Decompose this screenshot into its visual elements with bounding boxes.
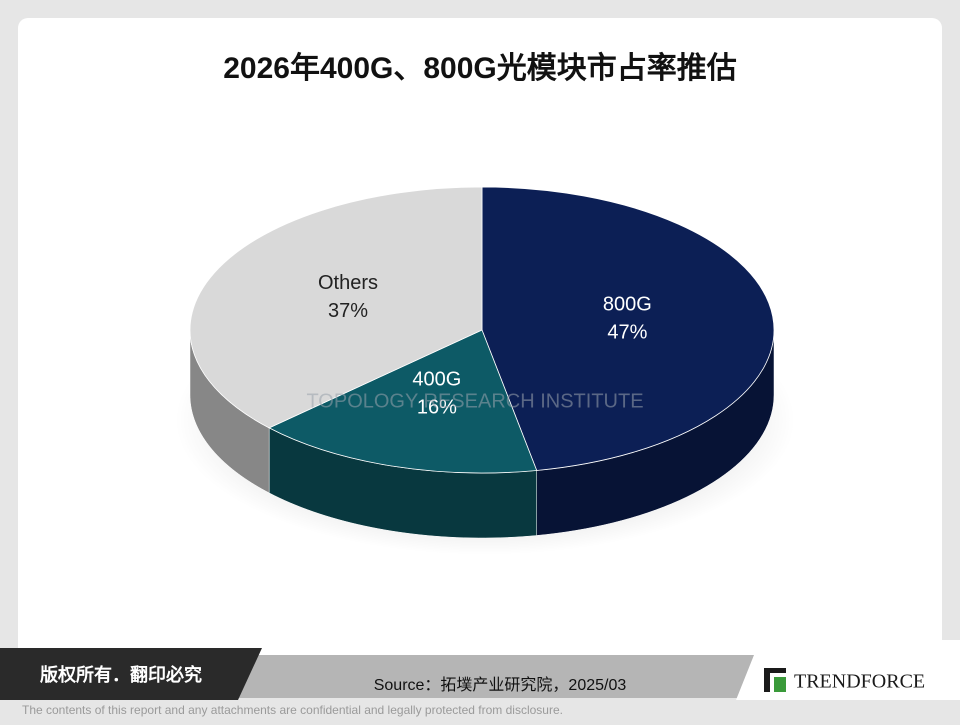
slice-value-label: 16%	[417, 396, 457, 418]
copyright: 版权所有．翻印必究	[40, 664, 202, 685]
logo-bg	[736, 640, 960, 700]
slice-label: Others	[318, 272, 378, 294]
logo-text: TRENDFORCE	[794, 671, 925, 693]
slice	[481, 186, 775, 471]
slice-label: 800G	[603, 294, 652, 316]
source: Source：拓墣产业研究院，2025/03	[374, 676, 627, 694]
slice-label: 400G	[412, 368, 461, 390]
slice	[189, 186, 483, 429]
slice-value-label: 37%	[328, 300, 368, 322]
logo-bar	[764, 668, 786, 673]
logo-icon	[764, 668, 786, 692]
watermark: TOPOLOGY RESEARCH INSTITUTE	[306, 390, 643, 412]
footer-dark	[0, 648, 262, 700]
slice-value-label: 47%	[607, 322, 647, 344]
disclaimer: The contents of this report and any atta…	[22, 703, 563, 717]
pie: 800G 47% 400G 16% Others 37%	[189, 186, 775, 539]
logo-bar	[764, 668, 770, 692]
slice	[268, 329, 538, 474]
chart-title: 2026年400G、800G光模块市占率推估	[223, 51, 737, 85]
logo-bar	[774, 677, 786, 692]
